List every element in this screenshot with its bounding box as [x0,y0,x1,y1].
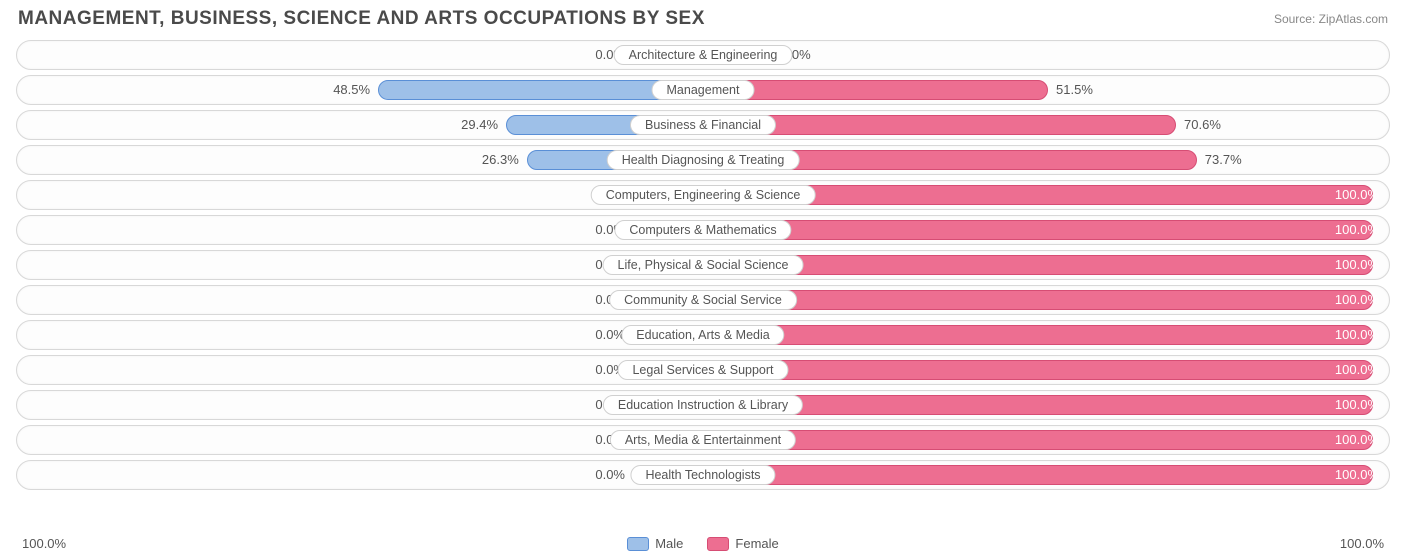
legend-swatch-female [707,537,729,551]
category-label: Business & Financial [630,115,776,135]
legend-swatch-male [627,537,649,551]
legend-label-male: Male [655,536,683,551]
bar-female [703,430,1373,450]
bar-female [703,80,1048,100]
value-label-female: 100.0% [1335,292,1379,307]
chart-row: 29.4% 70.6% Business & Financial [16,110,1390,140]
category-label: Computers & Mathematics [614,220,791,240]
value-label-female: 70.6% [1184,117,1221,132]
category-label: Health Diagnosing & Treating [607,150,800,170]
category-label: Legal Services & Support [617,360,788,380]
chart-row: 48.5% 51.5% Management [16,75,1390,105]
source-attribution: Source: ZipAtlas.com [1274,12,1388,26]
category-label: Life, Physical & Social Science [603,255,804,275]
chart-row: 0.0%100.0%Education, Arts & Media [16,320,1390,350]
legend-item-male: Male [627,536,683,551]
legend: Male Female [627,536,779,551]
value-label-female: 100.0% [1335,397,1379,412]
chart-header: MANAGEMENT, BUSINESS, SCIENCE AND ARTS O… [0,0,1406,34]
chart-row: 0.0% 100.0% Health Technologists [16,460,1390,490]
value-label-female: 100.0% [1335,362,1379,377]
bar-female [703,290,1373,310]
chart-row: 0.0%100.0%Community & Social Service [16,285,1390,315]
chart-row: 0.0%100.0%Legal Services & Support [16,355,1390,385]
legend-item-female: Female [707,536,778,551]
chart-row: 0.0%100.0%Computers, Engineering & Scien… [16,180,1390,210]
value-label-female: 73.7% [1205,152,1242,167]
axis-label-right: 100.0% [1340,536,1384,551]
value-label-female: 100.0% [1335,222,1379,237]
chart-row: 26.3% 73.7% Health Diagnosing & Treating [16,145,1390,175]
bar-female [703,220,1373,240]
value-label-female: 100.0% [1335,187,1379,202]
legend-label-female: Female [735,536,778,551]
category-label: Management [652,80,755,100]
chart-row: 0.0%100.0%Life, Physical & Social Scienc… [16,250,1390,280]
category-label: Computers, Engineering & Science [591,185,816,205]
category-label: Community & Social Service [609,290,797,310]
axis-label-left: 100.0% [22,536,66,551]
chart-row: 0.0%100.0%Computers & Mathematics [16,215,1390,245]
category-label: Education, Arts & Media [621,325,784,345]
bar-female [703,465,1373,485]
category-label: Arts, Media & Entertainment [610,430,796,450]
chart-row: 0.0%100.0%Arts, Media & Entertainment [16,425,1390,455]
chart-row: 0.0%0.0%Architecture & Engineering [16,40,1390,70]
chart-title: MANAGEMENT, BUSINESS, SCIENCE AND ARTS O… [18,8,705,30]
chart-area: 0.0%0.0%Architecture & Engineering 48.5% 5… [0,34,1406,490]
value-label-female: 100.0% [1335,257,1379,272]
value-label-male: 29.4% [461,117,498,132]
category-label: Health Technologists [630,465,775,485]
bar-female [703,395,1373,415]
value-label-female: 100.0% [1335,467,1379,482]
value-label-female: 100.0% [1335,327,1379,342]
value-label-male: 26.3% [482,152,519,167]
bar-female [703,325,1373,345]
category-label: Education Instruction & Library [603,395,803,415]
bar-female [703,360,1373,380]
category-label: Architecture & Engineering [614,45,793,65]
value-label-male: 48.5% [333,82,370,97]
bar-female [703,255,1373,275]
chart-footer: 100.0% Male Female 100.0% [16,536,1390,551]
value-label-female: 100.0% [1335,432,1379,447]
chart-row: 0.0%100.0%Education Instruction & Librar… [16,390,1390,420]
value-label-female: 51.5% [1056,82,1093,97]
value-label-male: 0.0% [595,467,625,482]
